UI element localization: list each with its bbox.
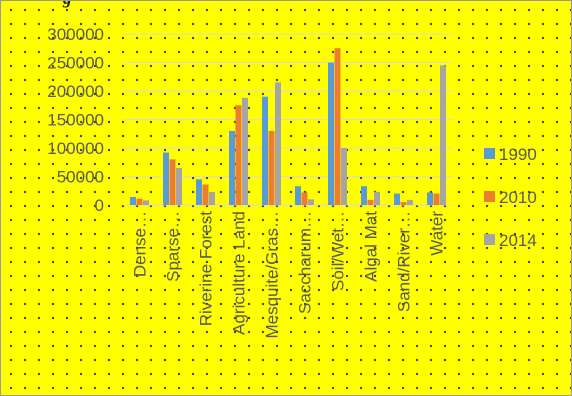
y-tick-label: 250000 bbox=[47, 54, 104, 73]
bar-2010 bbox=[433, 193, 440, 205]
y-tick-label: 50000 bbox=[57, 168, 104, 187]
legend-swatch-1990 bbox=[484, 148, 495, 159]
bar-2010 bbox=[235, 105, 242, 205]
bar-2014 bbox=[407, 199, 413, 205]
bar-2014 bbox=[176, 167, 182, 205]
x-tick-label: Mesquite/Gras… bbox=[263, 211, 282, 339]
legend-label-2010: 2010 bbox=[499, 188, 537, 207]
bar-2014 bbox=[209, 191, 215, 205]
bar-1990 bbox=[295, 186, 301, 205]
x-axis: Dense… Sparse… Riverine Forest Agriculture … bbox=[131, 211, 447, 339]
y-axis: 0 50000 100000 150000 200000 250000 300000 bbox=[47, 25, 104, 215]
bar-1990 bbox=[262, 96, 268, 205]
x-tick-label: Agriculture Land bbox=[230, 211, 249, 335]
bar-1990 bbox=[229, 130, 235, 205]
y-tick-label: 150000 bbox=[47, 111, 104, 130]
legend-swatch-2014 bbox=[484, 234, 495, 245]
bar-1990 bbox=[427, 192, 433, 205]
legend-label-2014: 2014 bbox=[499, 231, 537, 250]
bar-2014 bbox=[143, 200, 149, 205]
bar-2010 bbox=[202, 184, 209, 205]
bar-1990 bbox=[328, 62, 334, 205]
legend-label-1990: 1990 bbox=[499, 145, 537, 164]
bar-2010 bbox=[268, 130, 275, 205]
bar-1990 bbox=[130, 197, 136, 205]
bar-2014 bbox=[440, 65, 446, 205]
bar-2014 bbox=[374, 191, 380, 205]
clipped-top-text: g bbox=[1, 1, 571, 9]
x-tick-label: Riverine Forest bbox=[197, 211, 216, 327]
y-tick-label: 100000 bbox=[47, 139, 104, 158]
bar-2010 bbox=[301, 192, 308, 205]
x-tick-label: Dense… bbox=[131, 211, 150, 277]
bar-2010 bbox=[334, 48, 341, 205]
x-tick-label: Sand/River… bbox=[395, 211, 414, 312]
bars bbox=[130, 48, 446, 205]
bar-2014 bbox=[242, 97, 248, 205]
x-tick-label: Algal Mat bbox=[362, 211, 381, 282]
legend-swatch-2010 bbox=[484, 191, 495, 202]
bar-2010 bbox=[136, 198, 143, 205]
bar-1990 bbox=[163, 152, 169, 205]
bar-2014 bbox=[275, 82, 281, 205]
bar-1990 bbox=[361, 186, 367, 205]
bar-2010 bbox=[400, 202, 407, 205]
y-tick-label: 300000 bbox=[47, 25, 104, 44]
y-tick-label: 0 bbox=[95, 196, 104, 215]
bar-2010 bbox=[367, 199, 374, 205]
x-tick-label: Saccharum… bbox=[296, 211, 315, 314]
x-tick-label: Water bbox=[428, 211, 447, 256]
x-tick-label: Soil/Wet… bbox=[329, 211, 348, 291]
legend: 1990 2010 2014 bbox=[484, 145, 537, 250]
bar-2014 bbox=[341, 148, 347, 205]
bar-2014 bbox=[308, 199, 314, 205]
bar-1990 bbox=[394, 193, 400, 205]
bar-2010 bbox=[169, 159, 176, 205]
y-tick-label: 200000 bbox=[47, 82, 104, 101]
x-tick-label: Sparse… bbox=[164, 211, 183, 282]
bar-1990 bbox=[196, 179, 202, 205]
